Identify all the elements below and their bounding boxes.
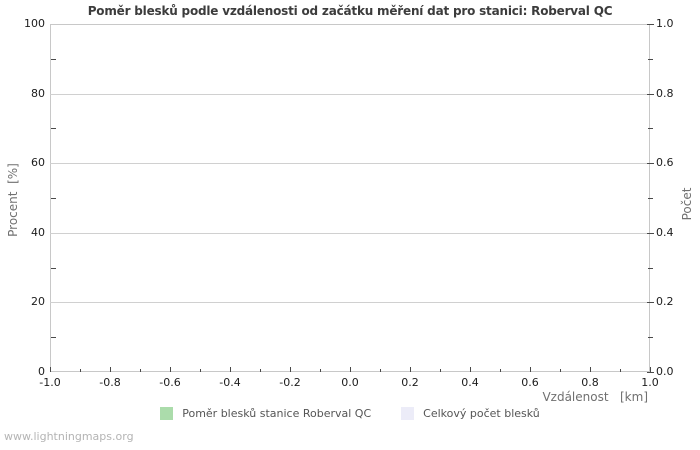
minor-tick-right xyxy=(648,128,653,129)
y-axis-tick-label-right: 0.6 xyxy=(656,156,674,170)
minor-tick-bottom xyxy=(260,369,261,372)
x-axis-tick-label: -0.6 xyxy=(159,376,181,389)
y-axis-label-left: Procent [%] xyxy=(6,163,20,237)
gridline xyxy=(50,94,650,95)
y-axis-tick-label-left: 100 xyxy=(24,17,45,30)
x-axis-tick-label: -0.2 xyxy=(279,376,301,389)
major-tick-right xyxy=(647,302,654,303)
major-tick-right xyxy=(647,24,654,25)
minor-tick-bottom xyxy=(380,369,381,372)
minor-tick-bottom xyxy=(440,369,441,372)
major-tick-bottom xyxy=(650,367,651,372)
minor-tick-left xyxy=(51,128,56,129)
legend-swatch xyxy=(160,407,174,420)
x-axis-tick-label: 0.0 xyxy=(341,376,359,389)
y-axis-tick-label-right: 0.8 xyxy=(656,86,674,100)
gridline xyxy=(50,233,650,234)
legend-label: Celkový počet blesků xyxy=(423,407,540,420)
minor-tick-bottom xyxy=(80,369,81,372)
minor-tick-right xyxy=(648,198,653,199)
x-axis-tick-label: 1.0 xyxy=(641,376,659,389)
x-axis-tick-label: 0.2 xyxy=(401,376,419,389)
y-axis-tick-label-left: 0 xyxy=(38,365,45,378)
x-axis-tick-label: 0.4 xyxy=(461,376,479,389)
y-axis-tick-label-left: 20 xyxy=(31,295,45,309)
y-axis-tick-label-left: 80 xyxy=(31,86,45,100)
minor-tick-left xyxy=(51,198,56,199)
minor-tick-right xyxy=(648,337,653,338)
x-axis-tick-label: -0.8 xyxy=(99,376,121,389)
minor-tick-bottom xyxy=(500,369,501,372)
minor-tick-left xyxy=(51,268,56,269)
major-tick-bottom xyxy=(410,367,411,372)
plot-area xyxy=(50,24,650,372)
legend-swatch xyxy=(401,407,415,420)
chart-title: Poměr blesků podle vzdálenosti od začátk… xyxy=(87,4,613,18)
major-tick-bottom xyxy=(290,367,291,372)
gridline xyxy=(50,302,650,303)
major-tick-bottom xyxy=(350,367,351,372)
y-axis-tick-label-left: 60 xyxy=(31,156,45,170)
major-tick-bottom xyxy=(170,367,171,372)
legend-item: Celkový počet blesků xyxy=(401,407,540,420)
major-tick-bottom xyxy=(110,367,111,372)
x-axis-label: Vzdálenost [km] xyxy=(542,390,648,404)
major-tick-right xyxy=(647,94,654,95)
major-tick-bottom xyxy=(50,367,51,372)
y-axis-tick-label-right: 1.0 xyxy=(656,17,674,30)
major-tick-bottom xyxy=(230,367,231,372)
major-tick-bottom xyxy=(590,367,591,372)
minor-tick-bottom xyxy=(620,369,621,372)
minor-tick-right xyxy=(648,59,653,60)
major-tick-right xyxy=(647,163,654,164)
y-axis-tick-label-right: 0.4 xyxy=(656,225,674,239)
gridline xyxy=(50,163,650,164)
y-axis-label-right: Počet xyxy=(680,187,694,221)
major-tick-bottom xyxy=(470,367,471,372)
legend: Poměr blesků stanice Roberval QC Celkový … xyxy=(0,407,700,420)
watermark: www.lightningmaps.org xyxy=(4,430,134,443)
x-axis-tick-label: 0.6 xyxy=(521,376,539,389)
major-tick-bottom xyxy=(530,367,531,372)
minor-tick-bottom xyxy=(560,369,561,372)
major-tick-right xyxy=(647,372,654,373)
minor-tick-left xyxy=(51,337,56,338)
minor-tick-bottom xyxy=(140,369,141,372)
legend-label: Poměr blesků stanice Roberval QC xyxy=(182,407,372,420)
minor-tick-left xyxy=(51,59,56,60)
y-axis-tick-label-right: 0.2 xyxy=(656,295,674,309)
minor-tick-bottom xyxy=(320,369,321,372)
legend-item: Poměr blesků stanice Roberval QC xyxy=(160,407,371,420)
y-axis-tick-label-left: 40 xyxy=(31,225,45,239)
minor-tick-right xyxy=(648,268,653,269)
x-axis-tick-label: -1.0 xyxy=(39,376,61,389)
y-axis-tick-label-right: 0.0 xyxy=(656,365,674,378)
major-tick-right xyxy=(647,233,654,234)
minor-tick-bottom xyxy=(200,369,201,372)
x-axis-tick-label: -0.4 xyxy=(219,376,241,389)
x-axis-tick-label: 0.8 xyxy=(581,376,599,389)
